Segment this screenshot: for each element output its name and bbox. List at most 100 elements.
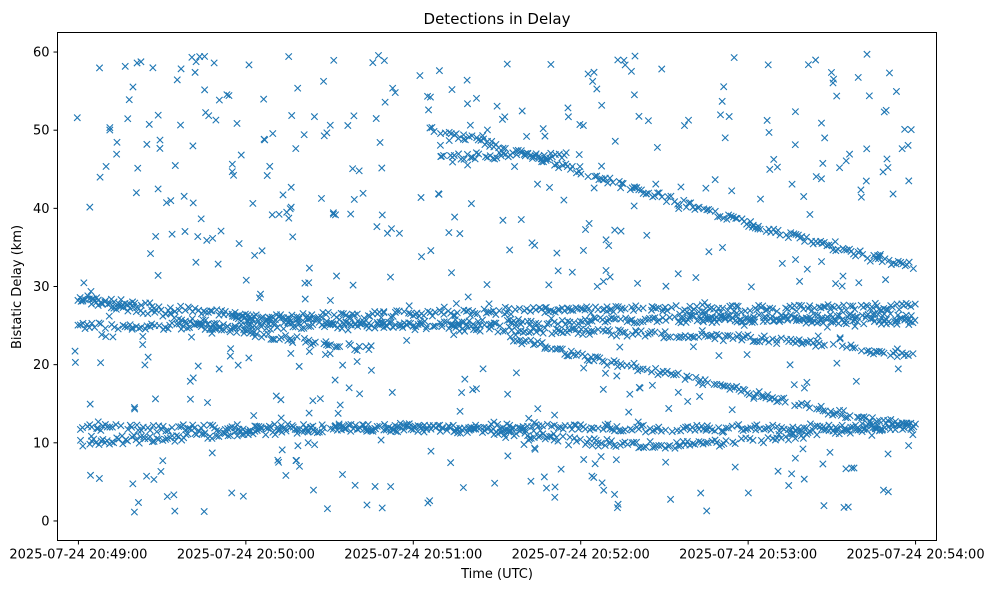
data-point bbox=[512, 369, 521, 377]
data-point bbox=[141, 435, 149, 443]
data-point bbox=[117, 302, 125, 311]
data-point bbox=[750, 394, 758, 403]
data-point bbox=[449, 158, 457, 166]
data-point bbox=[545, 319, 553, 327]
data-point bbox=[533, 180, 542, 188]
data-point bbox=[262, 431, 270, 439]
data-point bbox=[583, 438, 591, 446]
data-point bbox=[133, 421, 141, 429]
data-point bbox=[680, 196, 688, 204]
data-point bbox=[652, 180, 660, 188]
data-point bbox=[409, 311, 417, 320]
data-point bbox=[659, 305, 667, 313]
data-point bbox=[599, 277, 608, 286]
data-point bbox=[130, 508, 138, 516]
data-point bbox=[773, 422, 781, 431]
data-point bbox=[223, 91, 231, 99]
data-point bbox=[210, 59, 218, 67]
data-point bbox=[293, 426, 301, 434]
data-point bbox=[567, 306, 575, 314]
data-point bbox=[623, 332, 631, 340]
data-point bbox=[852, 377, 860, 385]
data-point bbox=[237, 151, 245, 159]
data-point bbox=[405, 302, 413, 310]
data-point bbox=[703, 507, 711, 515]
data-point bbox=[630, 319, 638, 327]
data-point bbox=[743, 350, 751, 359]
data-point bbox=[839, 407, 848, 415]
data-point bbox=[150, 475, 158, 484]
chart-title: Detections in Delay bbox=[424, 10, 571, 28]
data-point bbox=[399, 323, 407, 332]
data-point bbox=[691, 440, 699, 448]
data-point bbox=[606, 174, 614, 182]
data-point bbox=[840, 319, 848, 327]
data-point bbox=[690, 312, 698, 320]
data-point bbox=[332, 313, 341, 321]
data-point bbox=[652, 304, 660, 313]
data-point bbox=[485, 308, 493, 316]
data-point bbox=[387, 318, 395, 326]
data-point bbox=[724, 424, 733, 432]
data-point bbox=[208, 449, 216, 457]
data-point bbox=[434, 190, 443, 198]
data-point bbox=[87, 432, 96, 440]
data-point bbox=[491, 479, 499, 487]
data-point bbox=[906, 318, 914, 326]
data-point bbox=[575, 150, 583, 159]
data-point bbox=[761, 313, 769, 321]
data-point bbox=[391, 321, 400, 329]
data-point bbox=[857, 186, 865, 194]
data-point bbox=[599, 385, 607, 393]
data-point bbox=[243, 317, 251, 325]
data-point bbox=[553, 160, 561, 168]
data-point bbox=[324, 308, 332, 317]
data-point bbox=[105, 312, 113, 320]
data-point bbox=[590, 68, 598, 76]
data-point bbox=[516, 427, 524, 435]
data-point bbox=[587, 424, 596, 432]
data-point bbox=[351, 345, 359, 354]
data-point bbox=[581, 225, 590, 234]
data-point bbox=[662, 458, 670, 466]
data-point bbox=[590, 314, 598, 322]
data-point bbox=[599, 306, 607, 314]
data-point bbox=[95, 64, 104, 72]
data-point bbox=[159, 457, 167, 465]
data-point bbox=[228, 160, 236, 168]
data-point bbox=[840, 424, 849, 433]
data-point bbox=[597, 452, 605, 461]
data-point bbox=[289, 338, 297, 347]
data-point bbox=[96, 173, 104, 181]
data-point bbox=[639, 443, 648, 452]
data-point bbox=[685, 373, 693, 381]
data-point bbox=[266, 317, 274, 325]
data-point bbox=[795, 336, 803, 344]
data-point bbox=[189, 199, 197, 207]
data-point bbox=[813, 405, 821, 413]
data-point bbox=[490, 319, 498, 327]
data-point bbox=[400, 307, 408, 316]
data-point bbox=[674, 388, 682, 396]
data-point bbox=[497, 152, 505, 160]
data-point bbox=[320, 132, 328, 140]
data-point bbox=[798, 399, 806, 408]
data-point bbox=[143, 140, 151, 148]
data-point bbox=[300, 324, 308, 332]
data-point bbox=[511, 305, 519, 314]
data-point bbox=[557, 465, 565, 473]
data-point bbox=[235, 240, 243, 248]
data-point bbox=[448, 85, 456, 94]
data-point bbox=[781, 398, 789, 406]
data-point bbox=[132, 308, 140, 316]
data-point bbox=[720, 83, 728, 91]
data-point bbox=[281, 332, 290, 340]
data-point bbox=[121, 323, 129, 331]
data-point bbox=[614, 56, 622, 64]
data-point bbox=[884, 488, 892, 496]
data-point bbox=[799, 445, 807, 453]
data-point bbox=[871, 423, 879, 432]
data-point bbox=[139, 340, 147, 349]
data-point bbox=[625, 408, 633, 416]
data-point bbox=[829, 340, 837, 348]
